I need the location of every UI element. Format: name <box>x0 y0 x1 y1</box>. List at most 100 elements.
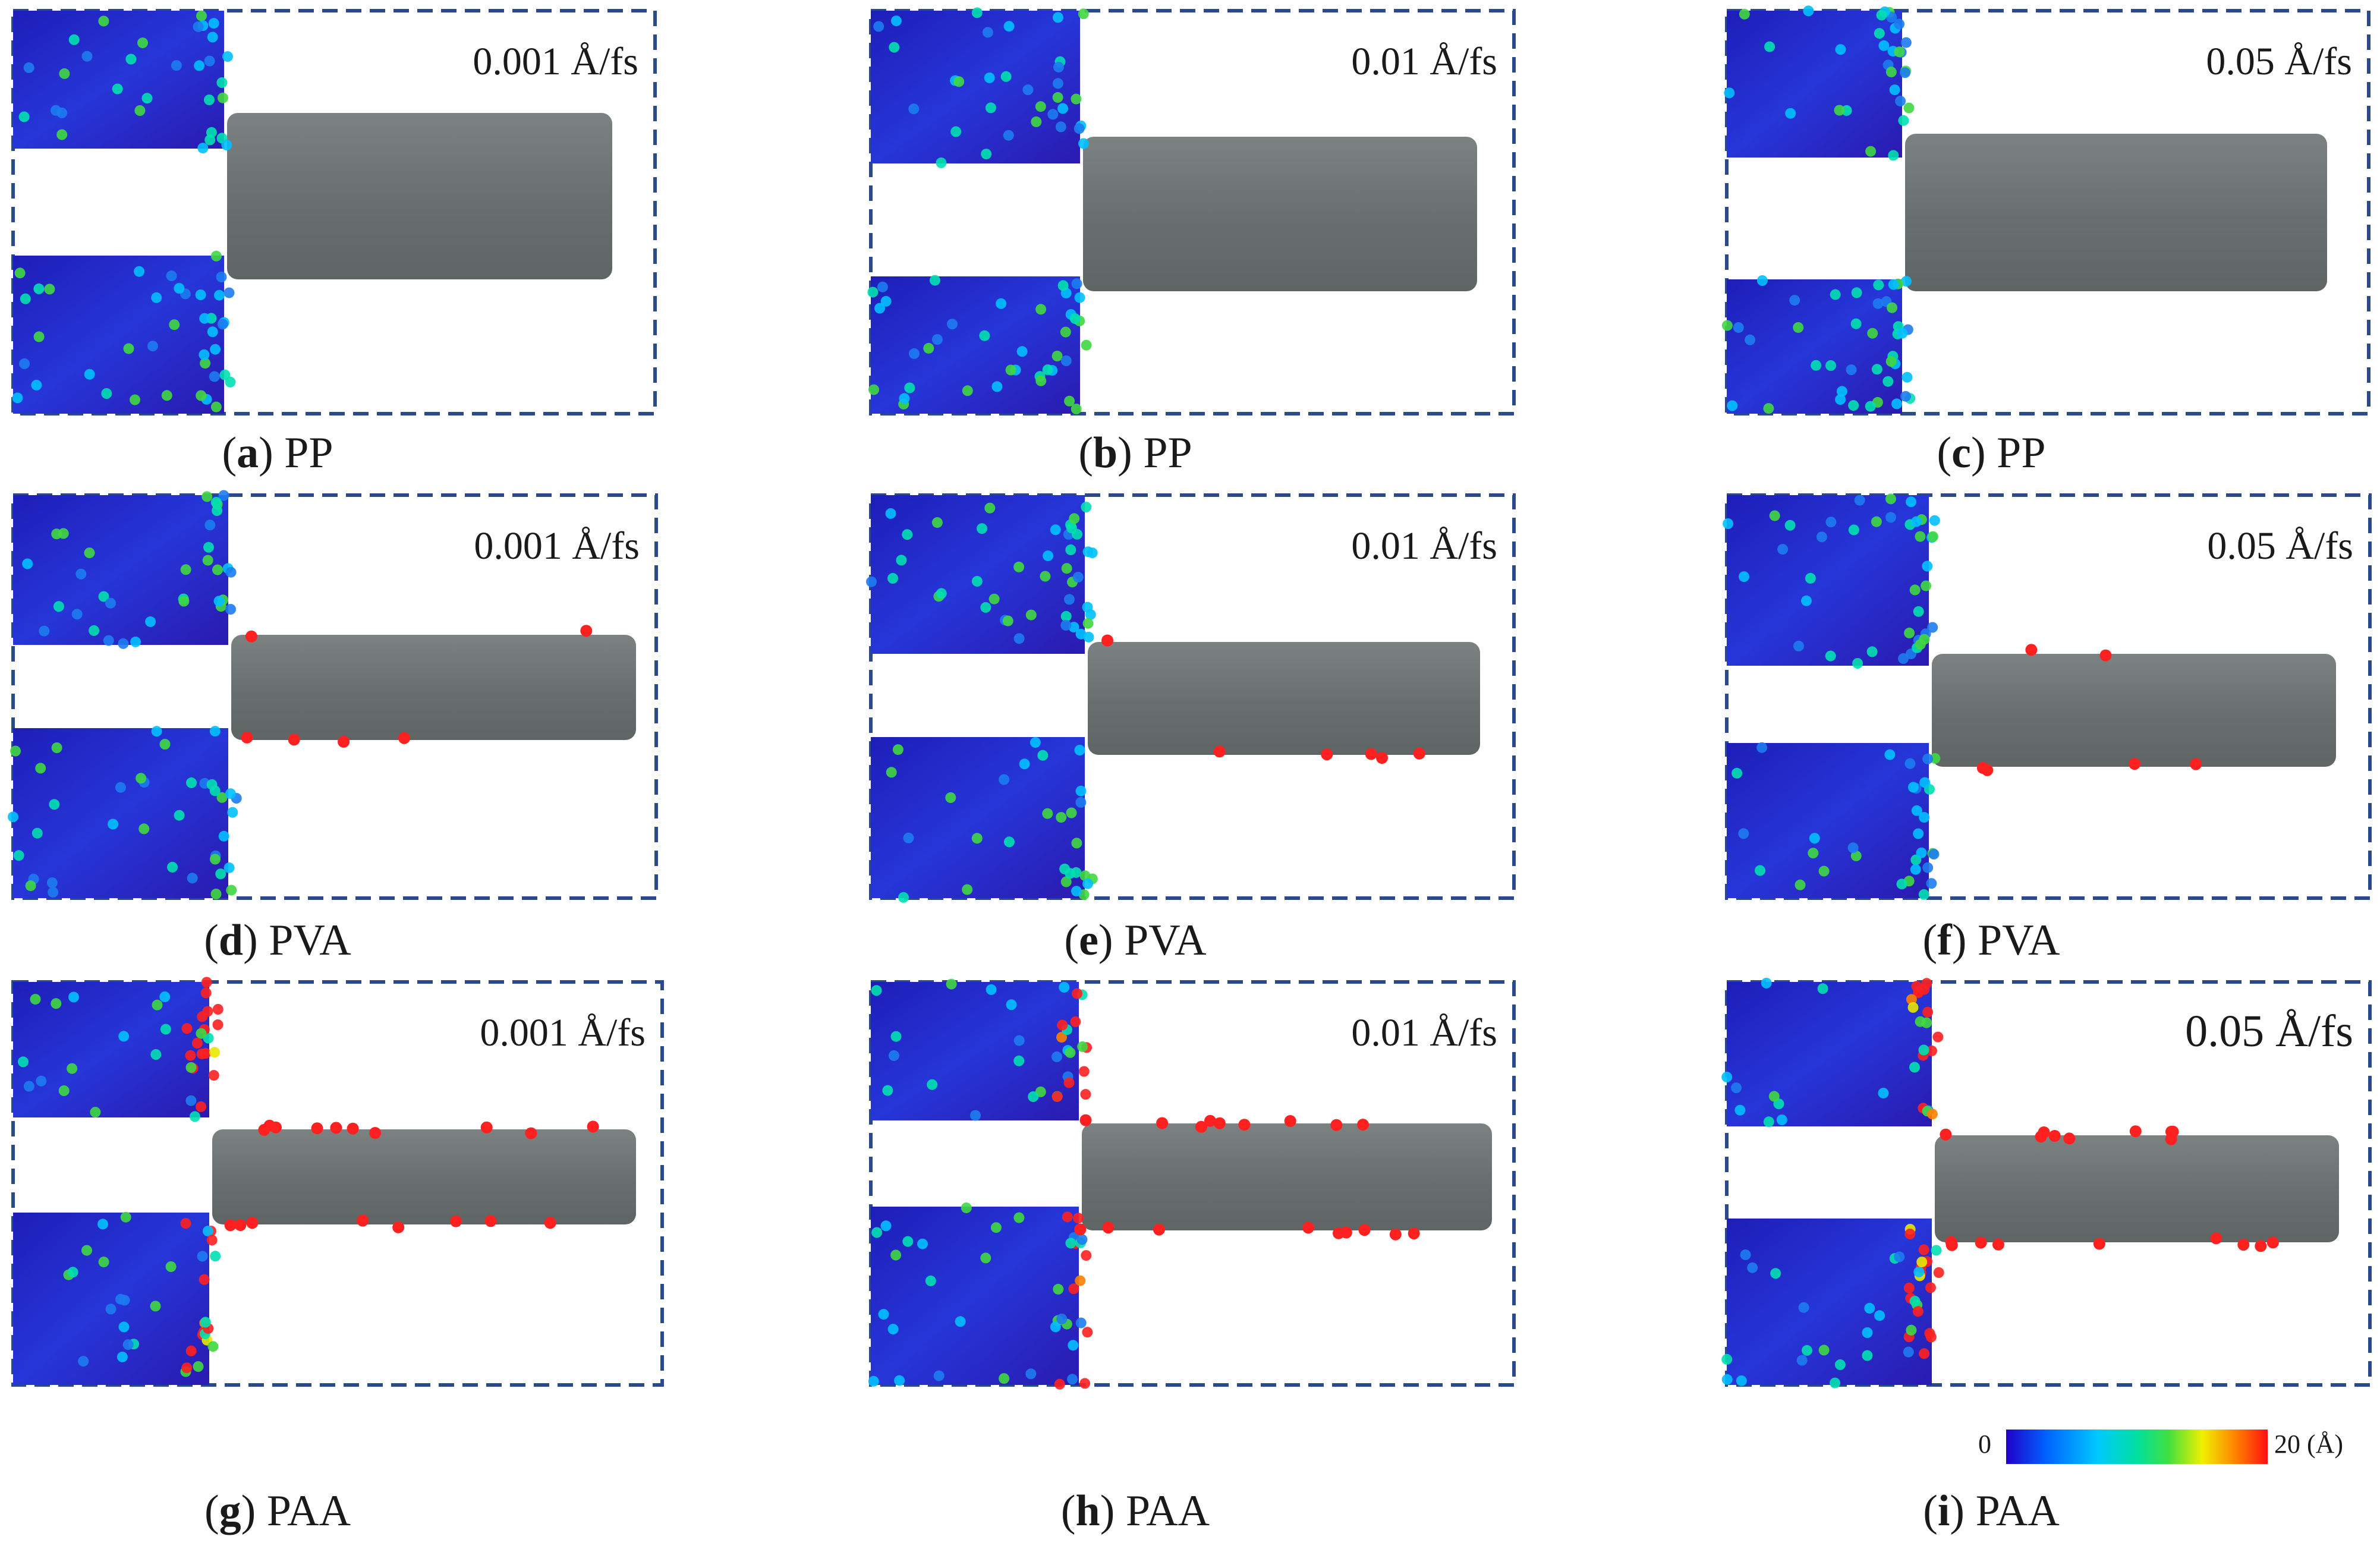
atom-marker <box>197 143 209 154</box>
caption-material: PP <box>1997 429 2046 477</box>
atom-marker <box>225 788 236 799</box>
atom-marker <box>1053 61 1064 73</box>
atom-marker <box>1848 400 1859 411</box>
atom-marker <box>1932 1031 1944 1043</box>
atom-marker <box>19 358 30 369</box>
atom-marker <box>1817 983 1828 994</box>
atom-marker <box>985 102 996 114</box>
panel-i <box>1721 977 2372 1389</box>
atom-marker <box>1082 602 1093 613</box>
atom-marker <box>1906 496 1917 508</box>
caption-letter: g <box>219 1487 241 1535</box>
atom-marker <box>1906 1324 1917 1336</box>
atom-marker <box>1056 1032 1067 1043</box>
atom-marker <box>1907 1002 1919 1013</box>
atom-marker <box>1922 862 1934 873</box>
atom-marker <box>200 358 211 369</box>
transferred-atom <box>2237 1239 2250 1251</box>
atom-marker <box>1064 594 1075 605</box>
atom-marker <box>1872 298 1884 309</box>
caption-material: PP <box>284 429 333 477</box>
atom-marker <box>165 1261 177 1272</box>
transferred-atom <box>1213 745 1226 758</box>
transferred-atom <box>2190 758 2202 770</box>
atom-marker <box>150 1049 162 1060</box>
panel-frame <box>1725 9 2370 415</box>
atom-marker <box>880 295 892 307</box>
atom-marker <box>214 289 225 301</box>
atom-marker <box>98 591 109 602</box>
transferred-atom <box>1940 1128 1952 1141</box>
atom-marker <box>892 744 903 755</box>
substrate-upper <box>1727 11 1902 158</box>
colorbar-max-label: 20 (Å) <box>2274 1430 2344 1459</box>
atom-marker <box>58 1085 70 1096</box>
atom-marker <box>210 889 222 899</box>
panel-b <box>867 7 1516 415</box>
atom-marker <box>1866 646 1878 657</box>
atom-marker <box>206 127 217 138</box>
nanowire <box>1935 1135 2339 1242</box>
atom-marker <box>1003 836 1015 848</box>
atom-marker <box>137 37 148 49</box>
atom-marker <box>160 1024 171 1035</box>
atom-marker <box>185 1095 197 1106</box>
atom-marker <box>1065 544 1076 555</box>
atom-marker <box>888 1050 899 1061</box>
atom-marker <box>1922 753 1934 764</box>
nanowire <box>1932 654 2336 767</box>
rate-label-h: 0.01 Å/fs <box>1351 1011 1497 1054</box>
atom-marker <box>152 999 163 1010</box>
atom-marker <box>187 873 198 884</box>
rate-label-c: 0.05 Å/fs <box>2206 40 2352 83</box>
atom-marker <box>1082 878 1093 889</box>
atom-marker <box>159 739 171 750</box>
atom-marker <box>1927 531 1938 542</box>
atom-marker <box>1834 1359 1846 1370</box>
atom-marker <box>1072 528 1082 540</box>
atom-marker <box>1056 812 1067 823</box>
transferred-atom <box>330 1122 342 1134</box>
atom-marker <box>1913 606 1924 617</box>
atom-marker <box>23 62 34 73</box>
panel-d <box>8 490 658 900</box>
atom-marker <box>225 604 236 615</box>
panel-frame <box>1725 980 2372 1387</box>
atom-marker <box>216 77 228 88</box>
atom-marker <box>174 283 185 294</box>
atom-marker <box>227 807 238 818</box>
atom-marker <box>1909 1062 1920 1073</box>
atom-marker <box>1808 848 1819 859</box>
transferred-atom <box>1376 752 1388 764</box>
atom-marker <box>105 597 116 609</box>
transferred-atom <box>484 1215 497 1227</box>
transferred-atom <box>2210 1232 2222 1245</box>
nanowire <box>231 635 636 740</box>
atom-marker <box>141 93 153 104</box>
atom-marker <box>1894 46 1905 58</box>
atom-marker <box>1013 561 1025 572</box>
atom-marker <box>18 111 30 122</box>
atom-marker <box>1055 121 1066 133</box>
atom-marker <box>1768 1091 1780 1102</box>
transferred-atom <box>525 1127 537 1139</box>
atom-marker <box>1816 531 1827 543</box>
caption-letter: d <box>218 916 244 965</box>
atom-marker <box>210 1251 221 1262</box>
atom-marker <box>215 868 226 880</box>
atom-marker <box>890 1249 902 1261</box>
atom-marker <box>1022 84 1034 95</box>
atom-marker <box>961 1202 972 1214</box>
atom-marker <box>1003 130 1014 141</box>
atom-marker <box>984 72 995 83</box>
atom-marker <box>1885 512 1896 523</box>
atom-marker <box>1732 767 1743 779</box>
atom-marker <box>1052 92 1063 103</box>
atom-marker <box>929 275 940 286</box>
atom-marker <box>189 1111 200 1122</box>
atom-marker <box>953 76 965 87</box>
atom-marker <box>1071 404 1082 414</box>
atom-marker <box>130 636 141 647</box>
substrate-lower <box>871 1207 1079 1385</box>
atom-marker <box>206 1235 218 1246</box>
